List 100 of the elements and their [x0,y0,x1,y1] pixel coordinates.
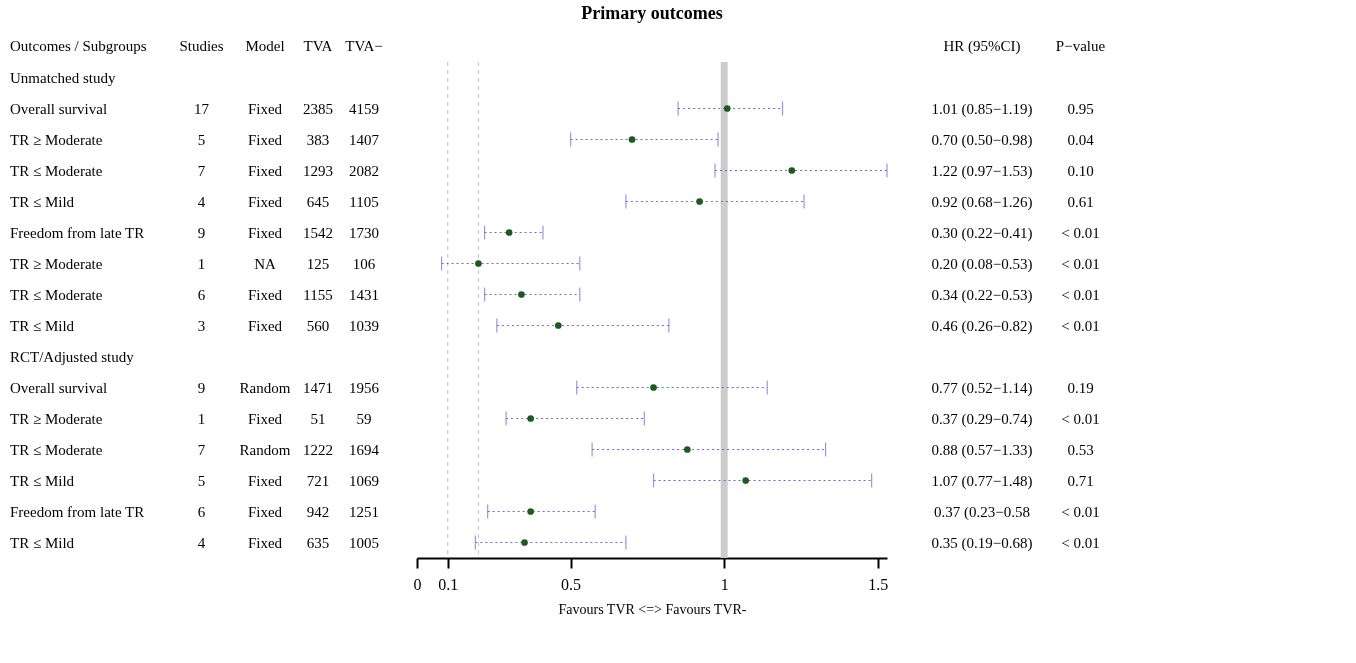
point [696,198,703,205]
text: 4159 [349,100,379,117]
text: 383 [306,131,330,148]
point [554,322,562,329]
text: 635 [306,534,330,551]
text: 1730 [349,224,379,241]
point [650,384,657,391]
chart-title: Primary outcomes [581,2,723,23]
category-label: Model [245,38,285,54]
text: 5 [197,131,206,148]
text: NA [254,255,276,272]
point [788,167,796,174]
text: 0.70 (0.50−0.98) [931,131,1033,148]
text: 2082 [349,162,379,179]
text: Fixed [247,100,283,117]
text: Fixed [247,131,283,148]
text: < 0.01 [1061,410,1100,427]
text: < 0.01 [1061,503,1100,520]
text: Unmatched study [10,69,116,86]
text: TR ≤ Moderate [10,441,103,458]
text: 1956 [349,379,379,396]
text: Fixed [247,193,283,210]
point [505,229,513,236]
text: 9 [197,224,206,241]
text: TR ≤ Mild [10,534,75,551]
text: Fixed [247,503,283,520]
text: 1222 [303,441,333,458]
text: 17 [194,100,209,117]
category-label: TVA− [345,38,383,54]
text: Fixed [247,410,283,427]
text: 1251 [349,503,379,520]
text: TR ≤ Mild [10,472,75,489]
text: Fixed [247,472,283,489]
point [628,136,636,143]
text: 1105 [349,193,379,210]
text: TR ≤ Mild [10,193,75,210]
text: 125 [306,255,330,272]
text: 721 [306,472,330,489]
text: TR ≤ Moderate [10,286,103,303]
text: 1 [197,410,206,427]
text: 0.35 (0.19−0.68) [931,534,1033,551]
text: Fixed [247,162,283,179]
text: 0.46 (0.26−0.82) [931,317,1033,334]
text: Overall survival [10,379,108,396]
text: 0.19 [1067,379,1094,396]
text: 1293 [303,162,333,179]
text: 106 [352,255,376,272]
text: 1694 [349,441,379,458]
text: < 0.01 [1061,534,1100,551]
text: Random [239,441,291,458]
text: Fixed [247,317,283,334]
text: 0.37 (0.23−0.58 [934,503,1030,520]
text: Freedom from late TR [10,503,145,520]
text: < 0.01 [1061,317,1100,334]
text: 0.30 (0.22−0.41) [931,224,1033,241]
text: 0.34 (0.22−0.53) [931,286,1033,303]
text: 1039 [349,317,379,334]
text: 1.01 (0.85−1.19) [931,100,1033,117]
text: 560 [306,317,330,334]
text: 1542 [303,224,333,241]
text: Freedom from late TR [10,224,145,241]
text: 645 [306,193,330,210]
text: 0.95 [1067,100,1094,117]
text: 4 [197,193,206,210]
text: 1.22 (0.97−1.53) [931,162,1033,179]
text: 0.04 [1067,131,1094,148]
point [723,105,731,112]
text: 3 [197,317,206,334]
point [742,477,750,484]
category-label: Outcomes / Subgroups [10,38,147,54]
text: TR ≥ Moderate [10,410,103,427]
text: 0.88 (0.57−1.33) [931,441,1033,458]
text: 2385 [303,100,333,117]
point [475,260,482,267]
x-tick-label: 0 [413,575,422,593]
x-axis-title: Favours TVR <=> Favours TVR- [558,601,747,617]
category-label: Studies [179,38,224,54]
text: 1005 [349,534,379,551]
text: 942 [306,503,330,520]
text: 0.71 [1067,472,1094,489]
point [518,291,525,298]
text: 0.10 [1067,162,1094,179]
text: 0.53 [1067,441,1094,458]
category-label: TVA [303,38,333,54]
text: 0.61 [1067,193,1094,210]
text: 59 [356,410,372,427]
text: 0.92 (0.68−1.26) [931,193,1033,210]
text: Random [239,379,291,396]
text: 7 [197,162,206,179]
category-label: P−value [1055,38,1106,54]
text: 1431 [349,286,379,303]
x-tick-label: 1 [720,575,729,593]
x-tick-label: 1.5 [868,575,889,593]
text: Fixed [247,534,283,551]
point [527,508,535,515]
text: 0.20 (0.08−0.53) [931,255,1033,272]
text: RCT/Adjusted study [10,348,134,365]
x-tick-label: 0.5 [561,575,582,593]
text: 6 [197,286,206,303]
text: 0.37 (0.29−0.74) [931,410,1033,427]
